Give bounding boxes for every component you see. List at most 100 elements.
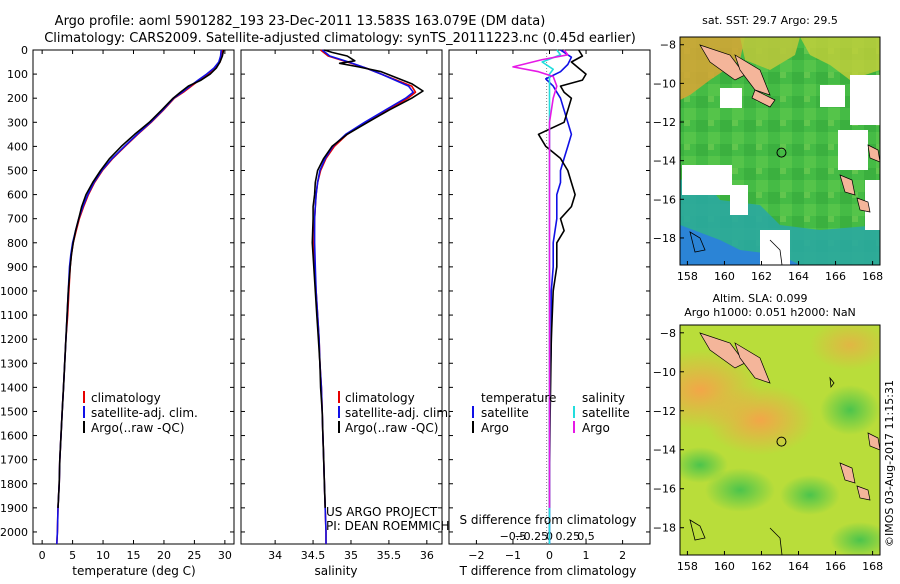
sst-missing-data — [820, 85, 845, 107]
sla-map-title-line1: Altim. SLA: 0.099 — [712, 292, 807, 305]
sla-low-region — [830, 522, 880, 555]
lon-tick-label: 160 — [714, 270, 735, 283]
depth-tick-label: 800 — [7, 237, 28, 250]
sla-map-frame — [679, 324, 881, 556]
sla-high-region — [810, 325, 880, 370]
legend-s-argo-label: Argo — [582, 421, 610, 435]
sst-land — [856, 197, 871, 213]
sla-map — [680, 325, 880, 555]
depth-tick-label: 200 — [7, 92, 28, 105]
lat-tick-label: −18 — [653, 522, 676, 535]
lat-tick-label: −12 — [653, 116, 676, 129]
s-diff-tick-label: 0.25 — [556, 530, 581, 543]
difference-legend: temperature satellite Argo salinity sate… — [472, 391, 630, 435]
sla-low-region — [680, 447, 728, 483]
sla-lon-axis: 158 160 162 164 166 168 — [677, 551, 883, 573]
lon-tick-label: 168 — [862, 560, 883, 573]
temperature-x-label: temperature (deg C) — [72, 564, 195, 578]
sst-land — [751, 89, 776, 108]
legend-t-argo-label: Argo — [481, 421, 509, 435]
figure-title-line2: Climatology: CARS2009. Satellite-adjuste… — [44, 31, 636, 46]
salinity-x-label: salinity — [314, 564, 357, 578]
lon-tick-label: 158 — [677, 270, 698, 283]
s-difference-x-axis: −0.5−0.250 0.250.5 — [500, 530, 595, 543]
depth-tick-label: 500 — [7, 164, 28, 177]
sst-cool-region — [680, 175, 880, 265]
sst-coastline — [689, 231, 706, 253]
sst-land — [734, 54, 771, 96]
x-tick-label: 34.5 — [301, 549, 326, 562]
figure-title-line1: Argo profile: aoml 5901282_193 23-Dec-20… — [55, 14, 546, 29]
s-difference-x-label: S difference from climatology — [460, 513, 637, 527]
depth-tick-label: 0 — [21, 44, 28, 57]
sst-missing-data — [865, 180, 880, 230]
depth-tick-label: 1500 — [0, 405, 28, 418]
sla-land — [734, 342, 771, 384]
lat-tick-label: −8 — [660, 327, 676, 340]
sst-lat-axis: −8 −10 −12 −14 −16 −18 — [653, 39, 684, 245]
x-tick-label: 2 — [619, 549, 626, 562]
salinity-x-axis: 34 34.5 35 35.5 36 — [268, 50, 434, 562]
lat-tick-label: −10 — [653, 366, 676, 379]
sst-land — [839, 174, 856, 196]
legend-s-satellite-label: satellite — [582, 406, 630, 420]
sst-warm-region — [740, 37, 800, 70]
legend-satellite-label: satellite-adj. clim. — [91, 406, 198, 420]
satellite-adj-clim--line — [56, 49, 222, 545]
lon-tick-label: 168 — [862, 270, 883, 283]
sst-map — [680, 37, 880, 265]
pi-credit: PI: DEAN ROEMMICH — [326, 519, 449, 533]
sla-profile-location-marker — [776, 436, 787, 447]
lat-tick-label: −16 — [653, 193, 676, 206]
lat-tick-label: −14 — [653, 444, 676, 457]
sst-land — [699, 44, 746, 81]
x-tick-label: 0 — [39, 549, 46, 562]
lon-tick-label: 162 — [751, 270, 772, 283]
sst-missing-data — [838, 130, 868, 170]
lat-tick-label: −10 — [653, 77, 676, 90]
sla-land — [856, 485, 871, 501]
s-argo-line — [512, 49, 569, 508]
sla-low-region — [820, 385, 880, 435]
difference-series — [512, 49, 587, 544]
depth-tick-label: 400 — [7, 140, 28, 153]
sst-warm-region — [680, 37, 745, 100]
depth-tick-label: 1400 — [0, 381, 28, 394]
depth-tick-label: 900 — [7, 261, 28, 274]
x-tick-label: 5 — [69, 549, 76, 562]
x-tick-label: 34 — [268, 549, 282, 562]
sla-coastline — [829, 376, 835, 389]
legend-climatology-label: climatology — [91, 391, 161, 405]
lon-tick-label: 166 — [825, 560, 846, 573]
s-diff-tick-label: −0.25 — [514, 530, 548, 543]
depth-tick-label: 700 — [7, 213, 28, 226]
x-tick-label: 1 — [583, 549, 590, 562]
legend-argo-label: Argo(..raw -QC) — [345, 421, 438, 435]
legend-argo-label: Argo(..raw -QC) — [91, 421, 184, 435]
sla-coastline — [769, 527, 783, 555]
lat-tick-label: −16 — [653, 483, 676, 496]
legend-salinity-title: salinity — [582, 391, 625, 405]
sla-coastline — [689, 519, 706, 541]
sla-low-region — [780, 475, 840, 515]
lon-tick-label: 158 — [677, 560, 698, 573]
legend-temperature-title: temperature — [481, 391, 556, 405]
depth-tick-label: 1700 — [0, 454, 28, 467]
legend-satellite-label: satellite-adj. clim. — [345, 406, 452, 420]
temperature-panel-frame — [32, 49, 235, 545]
depth-tick-label: 1100 — [0, 309, 28, 322]
depth-tick-label: 300 — [7, 116, 28, 129]
x-tick-label: 10 — [96, 549, 110, 562]
sla-lat-axis: −8 −10 −12 −14 −16 −18 — [653, 327, 684, 535]
salinity-legend: climatology satellite-adj. clim. Argo(..… — [338, 391, 452, 435]
lat-tick-label: −18 — [653, 232, 676, 245]
salinity-series — [311, 49, 424, 544]
sst-coastline — [769, 239, 783, 265]
sst-profile-location-marker — [776, 147, 787, 158]
sst-map-title: sat. SST: 29.7 Argo: 29.5 — [702, 14, 838, 27]
depth-tick-label: 1900 — [0, 502, 28, 515]
sla-low-region — [705, 468, 775, 512]
sst-missing-data — [760, 230, 790, 265]
sla-land — [699, 332, 746, 369]
sst-land — [867, 144, 880, 163]
